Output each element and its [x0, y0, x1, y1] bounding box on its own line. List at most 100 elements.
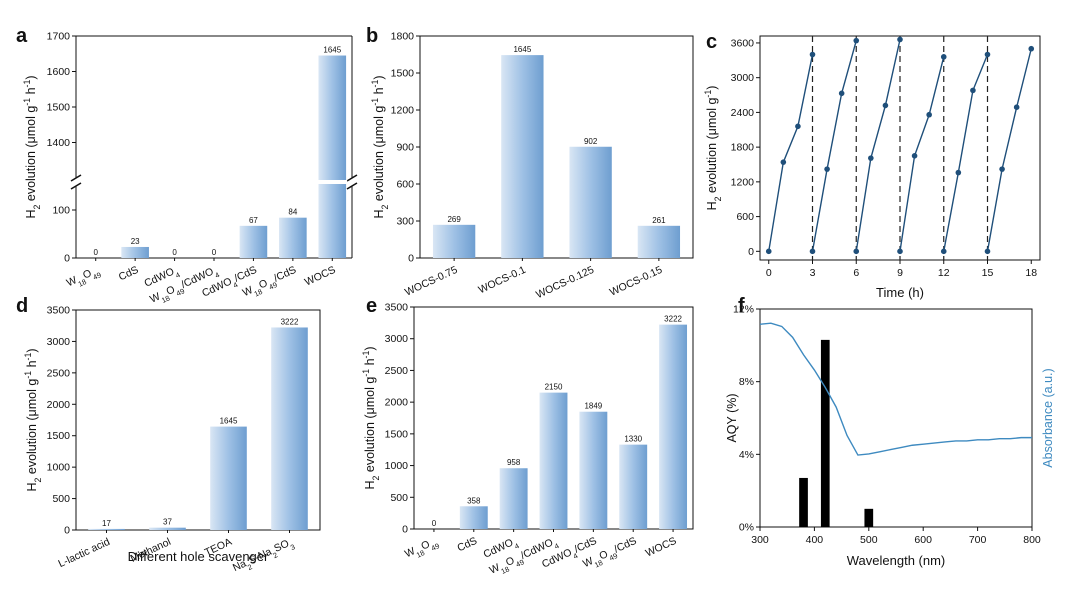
bar-value-label: 0: [93, 248, 98, 257]
data-point: [1013, 104, 1020, 110]
y-tick-label: 2000: [47, 399, 71, 411]
y-tick-label: 3500: [385, 302, 409, 314]
y-axis-title: H2 evolution (μmol g-1 h-1): [22, 76, 42, 219]
panel-e: 05001000150020002500300035000W18O49358Cd…: [361, 295, 694, 577]
y-axis-title: H2 evolution (μmol g-1 h-1): [370, 76, 390, 219]
bar: [271, 327, 308, 530]
data-point: [809, 248, 816, 255]
bar: [318, 55, 347, 259]
x-tick-label: 700: [969, 534, 987, 546]
series-line: [768, 54, 814, 252]
x-tick-label: 500: [860, 534, 878, 546]
x-category-label: WOCS-0.1: [477, 264, 528, 296]
series-line: [899, 56, 945, 252]
data-point: [940, 248, 947, 255]
data-point: [897, 248, 903, 255]
y-axis-title-right: Absorbance (a.u.): [1041, 368, 1055, 467]
data-point: [984, 248, 991, 255]
y-tick-label: 3000: [385, 333, 409, 345]
y-tick-label: 0: [402, 524, 408, 536]
bar: [210, 426, 247, 530]
bar-value-label: 3222: [664, 315, 682, 324]
y-tick-label: 4%: [739, 449, 754, 461]
y-tick-label: 3000: [731, 72, 755, 84]
x-tick-label: 18: [1025, 267, 1037, 279]
panel-b: 0 300 600 900 1200 1500 1800 269 WOCS-0.75 1645 WO…: [366, 25, 694, 301]
x-category-label: W18O49: [65, 264, 103, 293]
y-tick-label: 2400: [731, 107, 755, 119]
aqy-bar: [820, 339, 830, 527]
aqy-bar: [799, 477, 808, 527]
y-tick-label: 900: [396, 142, 414, 154]
y-tick-label: 0: [64, 253, 70, 265]
y-tick-label: 500: [390, 492, 408, 504]
y-tick-label: 1500: [47, 430, 71, 442]
bar-value-label: 1645: [220, 417, 238, 426]
axis-break-mark: [70, 182, 82, 190]
data-point: [926, 111, 932, 118]
series-line: [943, 54, 989, 252]
panel-label: f: [738, 295, 745, 317]
bar-value-label: 1645: [513, 45, 531, 54]
bar: [659, 324, 688, 529]
bar-value-label: 1330: [624, 435, 642, 444]
y-tick-label: 2500: [47, 367, 71, 379]
x-category-label: WOCS-0.125: [534, 264, 596, 301]
y-tick-label: 300: [396, 216, 414, 228]
y-axis-title: H2 evolution (μmol g-1 h-1): [361, 347, 381, 490]
x-tick-label: 9: [897, 267, 903, 279]
x-axis-title: Time (h): [876, 285, 924, 300]
y-tick-label: 12%: [733, 304, 754, 316]
y-tick-label: 3500: [47, 305, 71, 317]
y-tick-label: 1600: [47, 66, 71, 78]
data-point: [838, 90, 845, 97]
plot-frame: [75, 309, 321, 531]
bar-value-label: 269: [447, 215, 461, 224]
data-point: [853, 37, 860, 44]
bar-value-label: 958: [507, 458, 521, 467]
y-tick-label: 1400: [47, 137, 71, 149]
bar: [149, 527, 186, 530]
absorbance-line: [759, 322, 1032, 456]
bar: [239, 225, 268, 258]
y-tick-label: 0: [64, 525, 70, 537]
data-point: [765, 248, 772, 255]
y-tick-label: 1500: [391, 68, 415, 80]
panel-label: a: [16, 25, 28, 47]
data-point: [868, 155, 874, 161]
plot-frame: [759, 308, 1033, 528]
bar: [121, 246, 149, 258]
x-tick-label: 0: [766, 267, 772, 279]
x-axis-title: Wavelength (nm): [847, 553, 946, 568]
y-tick-label: 1500: [385, 428, 409, 440]
x-category-label: CdS: [455, 535, 479, 555]
bar: [459, 506, 488, 529]
bar: [579, 411, 608, 529]
y-tick-label: 1000: [47, 462, 71, 474]
data-point: [897, 36, 903, 43]
y-tick-label: 1500: [47, 102, 71, 114]
y-axis-title: H2 evolution (μmol g-1 h-1): [23, 349, 43, 492]
y-tick-label: 1200: [391, 105, 415, 117]
bar: [88, 528, 125, 530]
panel-d: 0 500 1000 1500 2000 2500 3000 3500 17 L-lactic a…: [16, 295, 321, 574]
x-category-label: WOCS-0.15: [608, 264, 665, 299]
panel-a: 010014001500160017000W18O4923CdS0CdWO40W…: [16, 25, 358, 306]
x-category-label: CdS: [117, 264, 141, 284]
bar-value-label: 358: [467, 496, 481, 505]
y-tick-label: 0: [748, 246, 754, 258]
bar: [501, 55, 544, 258]
y-tick-label: 3000: [47, 336, 71, 348]
data-point: [970, 87, 976, 94]
data-point: [940, 54, 947, 60]
x-tick-label: 800: [1023, 534, 1041, 546]
bar: [637, 225, 681, 258]
y-tick-label: 2500: [385, 365, 409, 377]
bar-break-gap: [317, 180, 348, 184]
x-axis-title: Different hole scavenger: [128, 549, 269, 564]
x-category-label: WOCS: [303, 264, 338, 289]
bar-value-label: 0: [172, 248, 177, 257]
data-point: [853, 248, 860, 255]
series-line: [855, 39, 901, 252]
